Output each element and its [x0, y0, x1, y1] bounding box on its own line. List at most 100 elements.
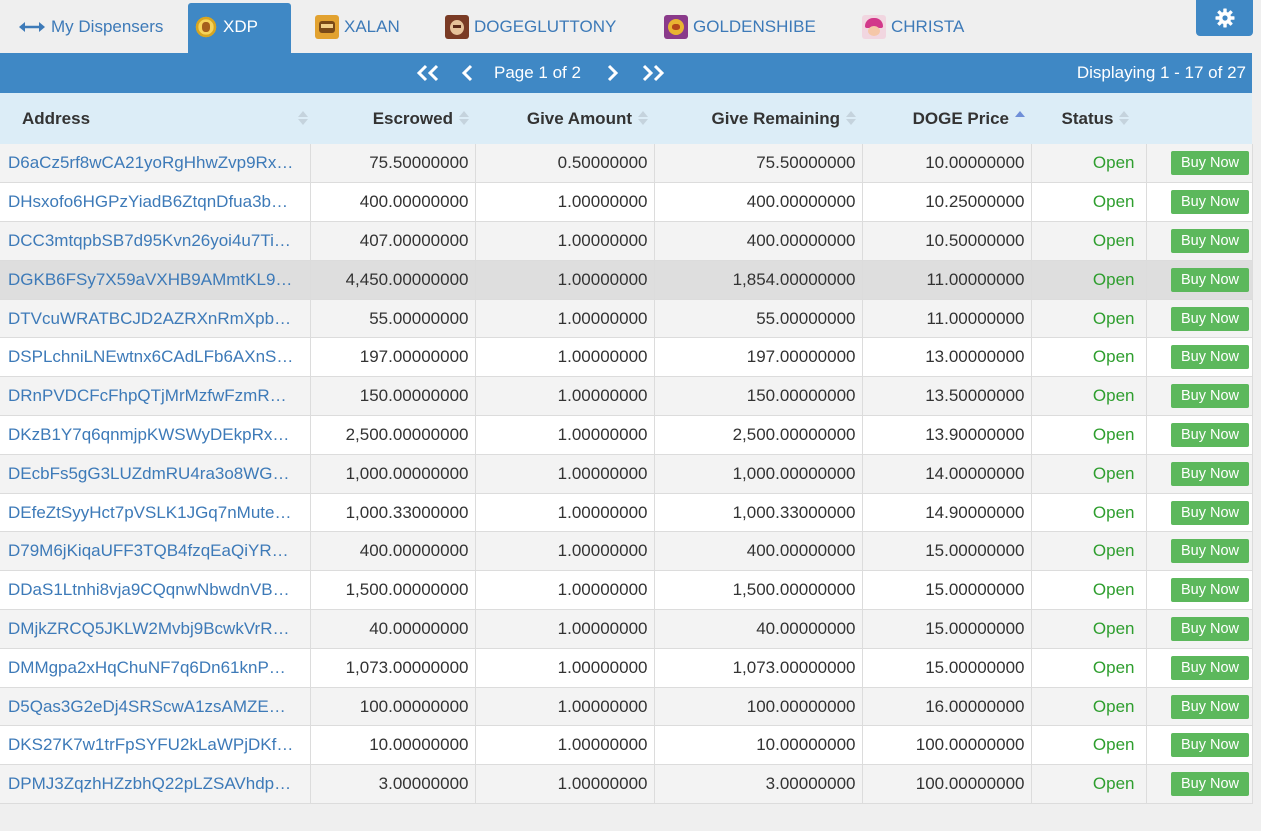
give-amount-cell: 1.00000000	[475, 493, 655, 533]
address-link[interactable]: DDaS1Ltnhi8vja9CQqnwNbwdnVB…	[0, 570, 311, 611]
tab-xdp[interactable]: XDP	[188, 3, 291, 53]
status-cell: Open	[1031, 454, 1147, 494]
give-amount-cell: 1.00000000	[475, 376, 655, 417]
buy-now-button[interactable]: Buy Now	[1170, 306, 1250, 331]
tab-label: CHRISTA	[891, 17, 965, 36]
status-cell: Open	[1031, 144, 1147, 184]
doge-price-cell: 14.90000000	[862, 493, 1032, 533]
escrowed-cell: 10.00000000	[310, 725, 476, 766]
sort-icon	[459, 110, 469, 126]
give-amount-cell: 1.00000000	[475, 764, 655, 805]
first-page-button[interactable]	[412, 53, 444, 93]
address-link[interactable]: DSPLchniLNEwtnx6CAdLFb6AXnS…	[0, 337, 311, 378]
address-link[interactable]: DEfeZtSyyHct7pVSLK1JGq7nMute…	[0, 493, 311, 533]
address-link[interactable]: DTVcuWRATBCJD2AZRXnRmXpb…	[0, 299, 311, 339]
table-row: DGKB6FSy7X59aVXHB9AMmtKL9… 4,450.00000000…	[0, 260, 1253, 300]
address-link[interactable]: D79M6jKiqaUFF3TQB4fzqEaQiYR…	[0, 531, 311, 572]
action-cell: Buy Now	[1146, 687, 1253, 727]
last-page-button[interactable]	[637, 53, 669, 93]
column-header-status[interactable]: Status	[1031, 93, 1146, 144]
action-cell: Buy Now	[1146, 415, 1253, 455]
pagination-bar: Page 1 of 2 Displaying 1 - 17 of 27	[0, 53, 1252, 93]
table-row: DMjkZRCQ5JKLW2Mvbj9BcwkVrR… 40.00000000 1.…	[0, 609, 1253, 649]
xdp-coin-icon	[194, 15, 218, 39]
give-amount-cell: 1.00000000	[475, 570, 655, 611]
address-link[interactable]: DHsxofo6HGPzYiadB6ZtqnDfua3b…	[0, 182, 311, 223]
buy-now-button[interactable]: Buy Now	[1170, 578, 1250, 603]
address-link[interactable]: DRnPVDCFcFhpQTjMrMzfwFzmR…	[0, 376, 311, 417]
escrowed-cell: 3.00000000	[310, 764, 476, 805]
tab-my-dispensers[interactable]: My Dispensers	[13, 3, 169, 53]
table-row: DEcbFs5gG3LUZdmRU4ra3o8WG… 1,000.00000000…	[0, 454, 1253, 494]
buy-now-button[interactable]: Buy Now	[1170, 733, 1250, 758]
escrowed-cell: 400.00000000	[310, 182, 476, 223]
buy-now-button[interactable]: Buy Now	[1170, 267, 1250, 292]
action-cell: Buy Now	[1146, 260, 1253, 300]
escrowed-cell: 75.50000000	[310, 144, 476, 184]
buy-now-button[interactable]: Buy Now	[1170, 539, 1250, 564]
address-link[interactable]: D6aCz5rf8wCA21yoRgHhwZvp9Rx…	[0, 144, 311, 184]
buy-now-button[interactable]: Buy Now	[1170, 461, 1250, 486]
buy-now-button[interactable]: Buy Now	[1170, 422, 1250, 447]
tab-goldenshibe[interactable]: GOLDENSHIBE	[658, 3, 822, 53]
status-cell: Open	[1031, 570, 1147, 611]
give-amount-cell: 1.00000000	[475, 531, 655, 572]
column-header-give-amount[interactable]: Give Amount	[475, 93, 654, 144]
give-amount-cell: 1.00000000	[475, 454, 655, 494]
doge-price-cell: 100.00000000	[862, 725, 1032, 766]
address-link[interactable]: DEcbFs5gG3LUZdmRU4ra3o8WG…	[0, 454, 311, 494]
give-amount-cell: 1.00000000	[475, 725, 655, 766]
address-link[interactable]: DMjkZRCQ5JKLW2Mvbj9BcwkVrR…	[0, 609, 311, 649]
status-cell: Open	[1031, 648, 1147, 688]
action-cell: Buy Now	[1146, 764, 1253, 805]
doge-price-cell: 13.50000000	[862, 376, 1032, 417]
address-link[interactable]: DCC3mtqpbSB7d95Kvn26yoi4u7Ti…	[0, 221, 311, 261]
token-tab-bar: My Dispensers XDP XALAN DOGEGLUTTONY GOL…	[0, 0, 1261, 53]
buy-now-button[interactable]: Buy Now	[1170, 616, 1250, 641]
address-link[interactable]: DGKB6FSy7X59aVXHB9AMmtKL9…	[0, 260, 311, 300]
buy-now-button[interactable]: Buy Now	[1170, 655, 1250, 680]
buy-now-button[interactable]: Buy Now	[1170, 384, 1250, 409]
give-amount-cell: 1.00000000	[475, 221, 655, 261]
buy-now-button[interactable]: Buy Now	[1170, 151, 1250, 176]
column-header-give-remaining[interactable]: Give Remaining	[654, 93, 862, 144]
table-row: D6aCz5rf8wCA21yoRgHhwZvp9Rx… 75.50000000 0…	[0, 144, 1253, 184]
buy-now-button[interactable]: Buy Now	[1170, 500, 1250, 525]
next-page-button[interactable]	[600, 53, 624, 93]
address-link[interactable]: DKzB1Y7q6qnmjpKWSWyDEkpRx…	[0, 415, 311, 455]
table-row: DEfeZtSyyHct7pVSLK1JGq7nMute… 1,000.33000…	[0, 493, 1253, 533]
settings-button[interactable]	[1196, 0, 1253, 36]
tab-label: GOLDENSHIBE	[693, 17, 816, 36]
escrowed-cell: 100.00000000	[310, 687, 476, 727]
action-cell: Buy Now	[1146, 454, 1253, 494]
column-header-escrowed[interactable]: Escrowed	[310, 93, 475, 144]
address-link[interactable]: DKS27K7w1trFpSYFU2kLaWPjDKf…	[0, 725, 311, 766]
tab-christa[interactable]: CHRISTA	[856, 3, 970, 53]
escrowed-cell: 400.00000000	[310, 531, 476, 572]
give-remaining-cell: 1,073.00000000	[654, 648, 863, 688]
address-link[interactable]: D5Qas3G2eDj4SRScwA1zsAMZE…	[0, 687, 311, 727]
give-remaining-cell: 1,000.00000000	[654, 454, 863, 494]
action-cell: Buy Now	[1146, 493, 1253, 533]
doge-price-cell: 13.00000000	[862, 337, 1032, 378]
buy-now-button[interactable]: Buy Now	[1170, 190, 1250, 215]
left-right-arrows-icon	[19, 22, 45, 32]
buy-now-button[interactable]: Buy Now	[1170, 228, 1250, 253]
tab-dogegluttony[interactable]: DOGEGLUTTONY	[439, 3, 622, 53]
tab-xalan[interactable]: XALAN	[309, 3, 406, 53]
escrowed-cell: 1,000.33000000	[310, 493, 476, 533]
previous-page-button[interactable]	[456, 53, 480, 93]
give-remaining-cell: 1,000.33000000	[654, 493, 863, 533]
column-header-doge-price[interactable]: DOGE Price	[862, 93, 1031, 144]
buy-now-button[interactable]: Buy Now	[1170, 345, 1250, 370]
give-remaining-cell: 400.00000000	[654, 531, 863, 572]
column-header-address[interactable]: Address	[0, 93, 310, 144]
table-row: DKS27K7w1trFpSYFU2kLaWPjDKf… 10.00000000 1…	[0, 725, 1253, 766]
buy-now-button[interactable]: Buy Now	[1170, 694, 1250, 719]
buy-now-button[interactable]: Buy Now	[1170, 772, 1250, 797]
status-cell: Open	[1031, 337, 1147, 378]
doge-price-cell: 10.00000000	[862, 144, 1032, 184]
address-link[interactable]: DMMgpa2xHqChuNF7q6Dn61knP…	[0, 648, 311, 688]
address-link[interactable]: DPMJ3ZqzhHZzbhQ22pLZSAVhdp…	[0, 764, 311, 805]
escrowed-cell: 2,500.00000000	[310, 415, 476, 455]
